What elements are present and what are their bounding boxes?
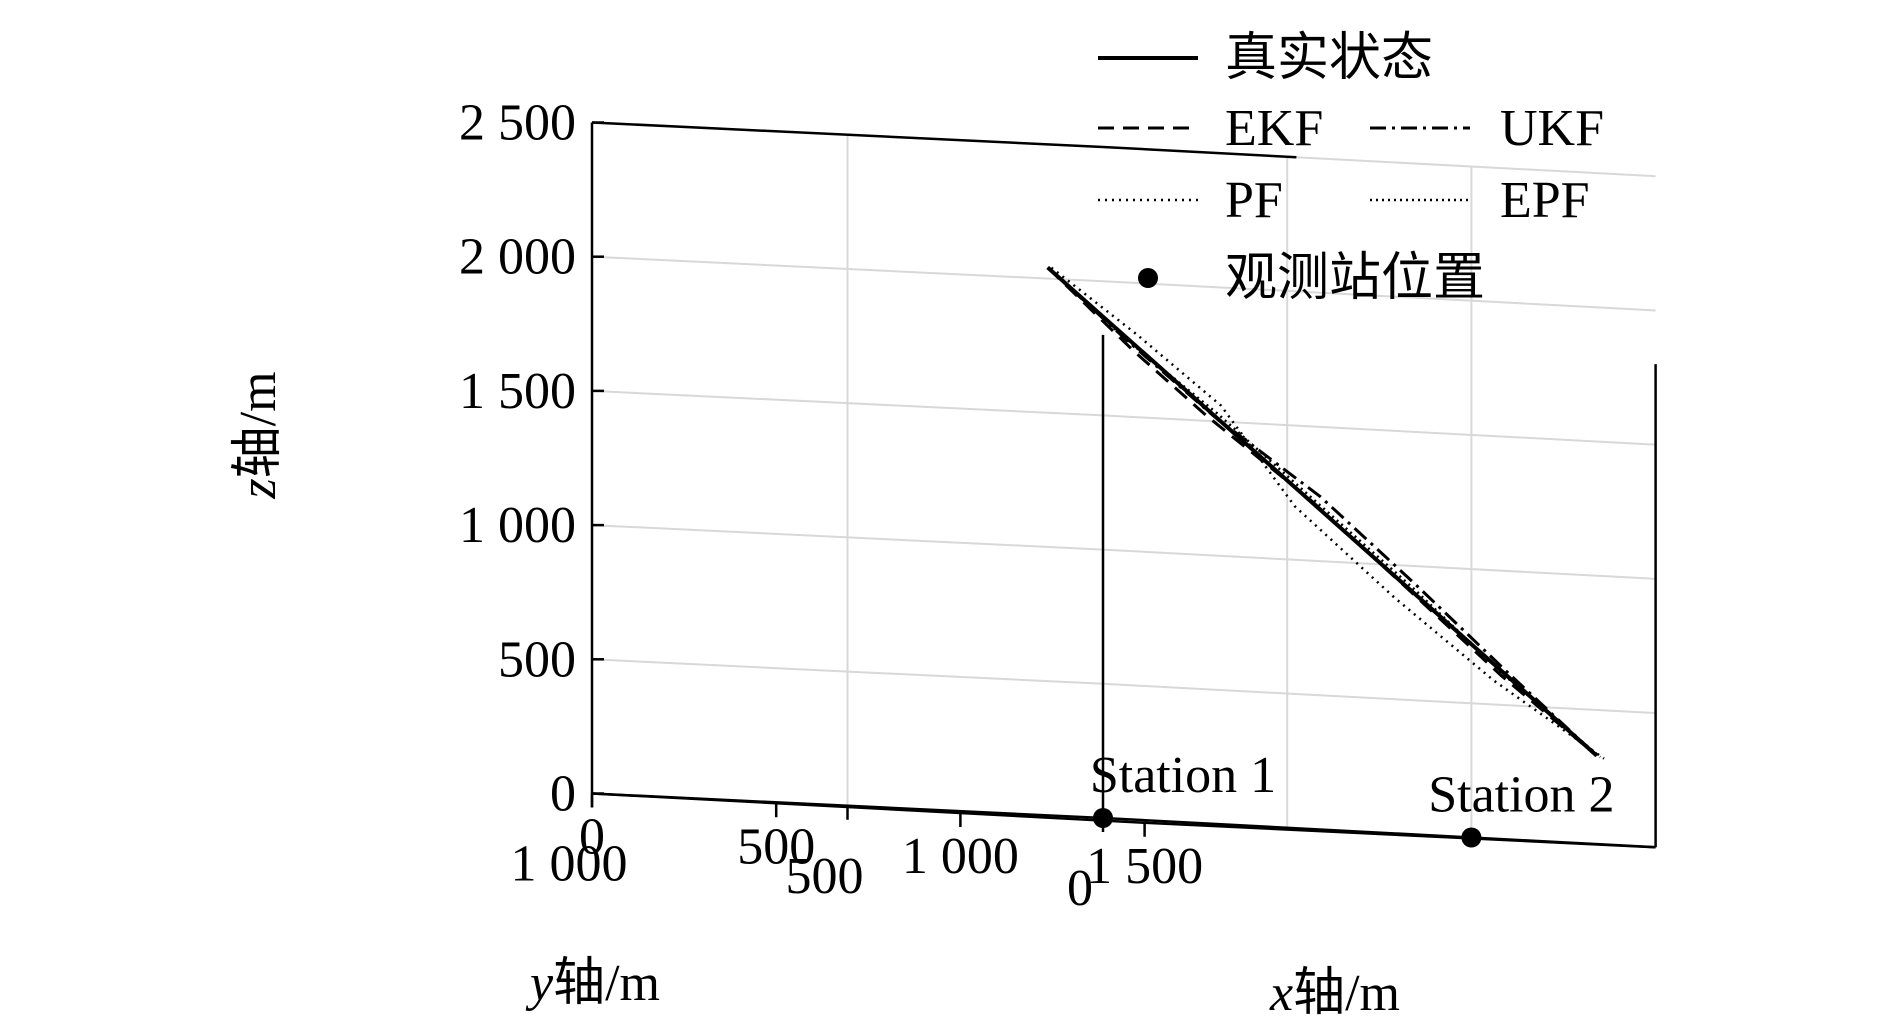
axes-layer <box>590 121 1657 849</box>
x-tick-label: 0 <box>579 809 605 866</box>
top-left-edge-line <box>591 121 1104 149</box>
floor-front-edge <box>591 792 1145 824</box>
legend-label: 真实状态 <box>1225 30 1433 87</box>
floor-right-edge <box>1144 821 1656 849</box>
y-tick-label: 500 <box>786 848 864 905</box>
legend-label: PF <box>1225 172 1283 229</box>
z-tick-label: 2 000 <box>459 229 576 286</box>
legend-label: UKF <box>1500 100 1604 157</box>
station-marker <box>1461 827 1482 848</box>
station-layer: Station 1 Station 2 <box>1090 747 1615 848</box>
station-label: Station 2 <box>1428 767 1614 824</box>
grid-line-z-back-right <box>1102 280 1656 312</box>
y-tick-label: 0 <box>1067 860 1093 917</box>
z-tick-label: 500 <box>498 631 576 688</box>
y-axis-title: y轴/m <box>525 955 660 1012</box>
series-line-真实状态 <box>1046 266 1599 758</box>
x-tick-label: 1 000 <box>902 828 1019 885</box>
series-layer <box>1046 266 1605 760</box>
grid-line-z-back-right <box>1102 414 1656 446</box>
legend-label: 观测站位置 <box>1225 250 1485 307</box>
z-axis-title: z轴/m <box>230 371 287 499</box>
x-tick-label: 1 500 <box>1086 838 1203 895</box>
x-axis-title: x轴/m <box>1269 965 1400 1020</box>
z-tick-label: 1 000 <box>459 497 576 554</box>
top-right-edge-line <box>1102 145 1297 159</box>
z-tick-label: 2 500 <box>459 95 576 152</box>
series-line-EKF <box>1046 266 1598 757</box>
station-label: Station 1 <box>1090 747 1276 804</box>
x-tick-label: 500 <box>737 818 815 875</box>
grid-line-z-back-right <box>1102 682 1656 715</box>
legend-label: EPF <box>1500 172 1590 229</box>
series-line-PF <box>1050 266 1605 760</box>
z-tick-label: 0 <box>550 766 576 823</box>
legend-label: EKF <box>1225 100 1323 157</box>
y-tick-label: 1 000 <box>511 836 628 893</box>
z-tick-label: 1 500 <box>459 363 576 420</box>
grid-layer <box>591 121 1656 839</box>
legend: 真实状态 EKF UKF PF EPF 观测站位置 <box>1098 30 1604 307</box>
legend-marker <box>1138 268 1158 288</box>
